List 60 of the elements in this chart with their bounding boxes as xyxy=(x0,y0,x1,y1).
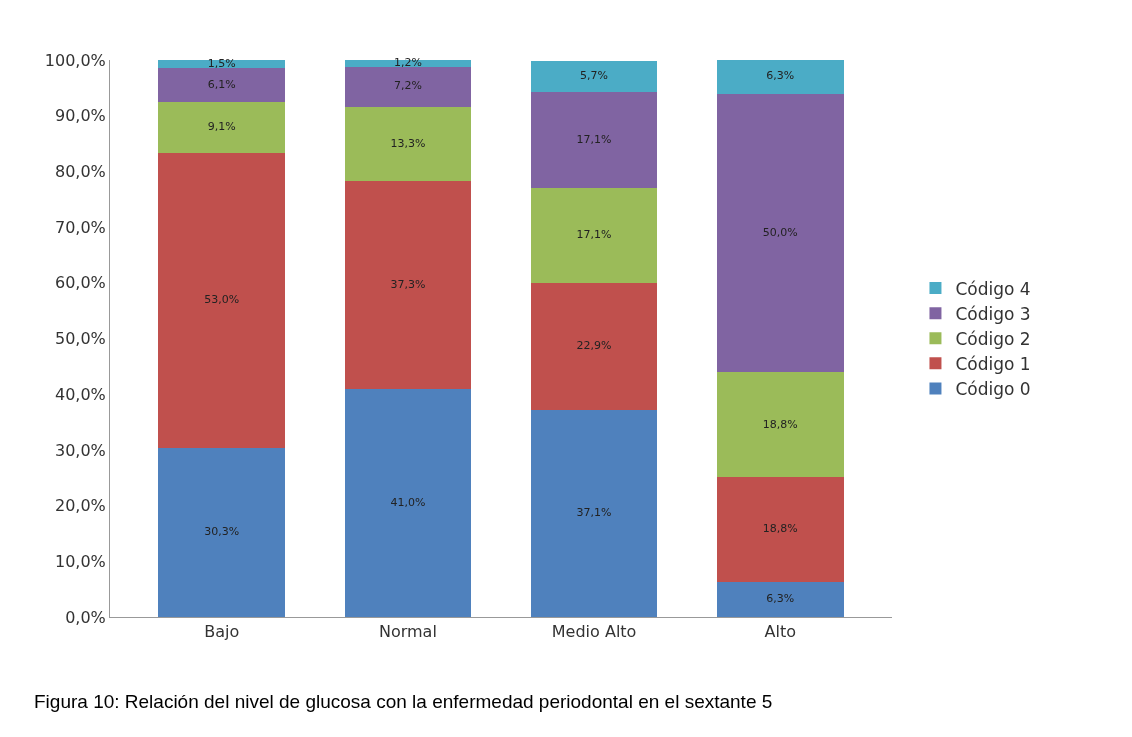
bar xyxy=(716,93,844,373)
y-tick-label: 60,0% xyxy=(54,273,106,293)
bar xyxy=(716,60,844,94)
bar xyxy=(716,477,844,582)
data-label: 5,7% xyxy=(580,69,609,83)
y-tick-label: 70,0% xyxy=(54,217,106,237)
data-label: 1,5% xyxy=(207,56,236,70)
bar xyxy=(530,60,658,93)
legend-label: Código 4 xyxy=(955,278,1031,299)
legend-label: Código 1 xyxy=(955,353,1031,374)
data-label: 17,1% xyxy=(576,227,612,241)
data-label: 37,3% xyxy=(390,277,426,291)
y-tick-label: 40,0% xyxy=(54,384,106,404)
data-label: 22,9% xyxy=(576,339,612,353)
bar xyxy=(158,68,286,103)
x-tick-label: Normal xyxy=(378,622,437,642)
data-label: 6,1% xyxy=(207,78,236,92)
bar xyxy=(344,66,472,107)
data-label: 37,1% xyxy=(576,506,612,520)
y-tick-label: 10,0% xyxy=(54,551,106,571)
legend-label: Código 0 xyxy=(955,379,1031,400)
bar xyxy=(344,106,472,181)
data-label: 50,0% xyxy=(762,225,798,239)
data-label: 6,3% xyxy=(766,592,795,606)
bar xyxy=(716,372,844,478)
bar xyxy=(344,60,472,67)
data-label: 7,2% xyxy=(393,79,422,93)
data-label: 9,1% xyxy=(207,120,236,134)
bar xyxy=(530,187,658,283)
data-label: 13,3% xyxy=(390,136,426,150)
data-label: 17,1% xyxy=(576,132,612,146)
bar xyxy=(158,102,286,154)
data-label: 18,8% xyxy=(762,522,798,536)
bar xyxy=(530,282,658,411)
legend-label: Código 3 xyxy=(955,303,1031,324)
data-label: 41,0% xyxy=(390,495,426,509)
text: Figura 10: Relación del nivel de glucosa con la enfermedad periodontal en el sextante 5 xyxy=(34,691,773,712)
bar xyxy=(158,448,286,617)
data-label: 30,3% xyxy=(204,525,240,539)
y-tick-label: 100,0% xyxy=(44,50,106,70)
y-tick-label: 20,0% xyxy=(54,496,106,516)
legend-label: Código 2 xyxy=(955,328,1031,349)
y-tick-label: 0,0% xyxy=(65,607,106,627)
bar xyxy=(344,180,472,389)
y-tick-label: 80,0% xyxy=(54,162,106,181)
bar xyxy=(530,410,658,617)
y-tick-label: 30,0% xyxy=(54,440,106,460)
bar xyxy=(716,581,844,617)
data-label: 53,0% xyxy=(204,293,240,307)
data-label: 1,2% xyxy=(393,56,422,70)
data-label: 18,8% xyxy=(762,417,798,431)
bar xyxy=(530,92,658,188)
x-tick-label: Bajo xyxy=(204,622,240,642)
y-tick-label: 90,0% xyxy=(54,106,106,126)
x-tick-label: Medio Alto xyxy=(551,622,637,642)
bar xyxy=(158,153,286,449)
bar xyxy=(344,388,472,617)
x-tick-label: Alto xyxy=(764,622,797,642)
y-tick-label: 50,0% xyxy=(54,329,106,349)
data-label: 6,3% xyxy=(766,69,795,83)
